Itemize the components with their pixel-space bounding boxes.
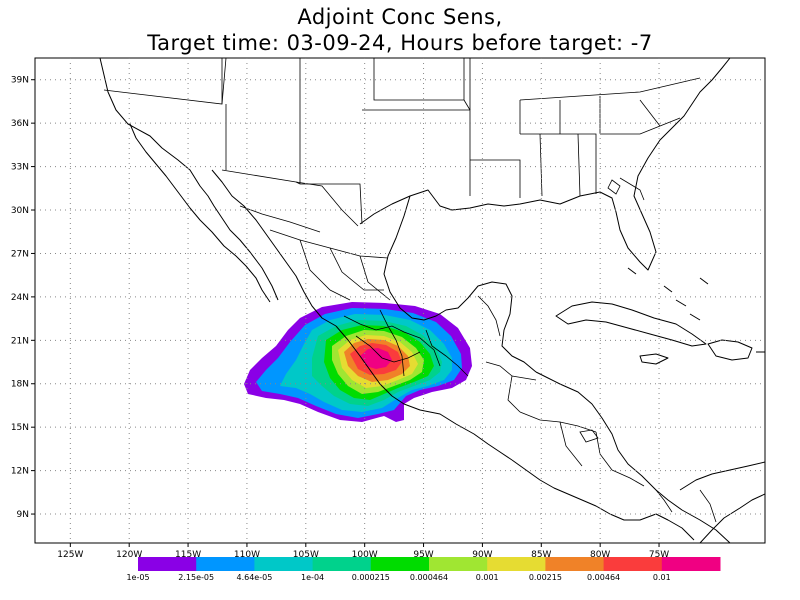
colorbar: 1e-05 2.15e-05 4.64e-05 1e-04 0.000215 0.0004… [126, 557, 721, 582]
lon-tick-label: 105W [293, 550, 319, 560]
lon-tick-label: 120W [116, 550, 142, 560]
lat-tick-label: 18N [11, 380, 29, 390]
title-line-1: Adjoint Conc Sens, [297, 5, 503, 29]
colorbar-label: 0.00215 [529, 573, 562, 582]
graticule [35, 58, 765, 543]
lon-tick-label: 85W [531, 550, 551, 560]
colorbar-label: 0.01 [653, 573, 671, 582]
lat-tick-label: 27N [11, 249, 29, 259]
lat-tick-label: 21N [11, 336, 29, 346]
lon-tick-label: 90W [472, 550, 492, 560]
colorbar-swatch [429, 557, 488, 571]
colorbar-swatch [196, 557, 255, 571]
colorbar-label: 1e-05 [126, 573, 149, 582]
colorbar-label: 0.000215 [352, 573, 390, 582]
title-line-2: Target time: 03-09-24, Hours before targ… [147, 31, 653, 55]
colorbar-swatch [370, 557, 430, 571]
colorbar-label: 4.64e-05 [236, 573, 272, 582]
colorbar-label: 0.00464 [587, 573, 620, 582]
lon-tick-label: 110W [234, 550, 260, 560]
coastlines [99, 58, 765, 543]
sensitivity-plume [244, 302, 472, 422]
lon-tick-label: 80W [590, 550, 610, 560]
longitude-axis: 125W 120W 115W 110W 105W 100W 95W 90W 85W 80W 75W [57, 543, 669, 560]
lon-tick-label: 115W [175, 550, 201, 560]
lon-tick-label: 125W [57, 550, 83, 560]
colorbar-label: 0.001 [476, 573, 499, 582]
lakes [579, 179, 621, 443]
map-frame [34, 57, 766, 544]
lat-tick-label: 36N [11, 119, 29, 129]
political-borders [103, 58, 717, 523]
contour-level-10 [360, 348, 392, 369]
lat-tick-label: 39N [11, 76, 29, 86]
lon-tick-label: 95W [413, 550, 433, 560]
latitude-axis: 39N 36N 33N 30N 27N 24N 21N 18N 15N 12N 9N [11, 76, 35, 520]
colorbar-swatch [138, 557, 197, 571]
lat-tick-label: 12N [11, 467, 29, 477]
colorbar-label: 2.15e-05 [178, 573, 214, 582]
colorbar-swatch [661, 557, 721, 571]
colorbar-swatch [603, 557, 663, 571]
colorbar-swatch [487, 557, 546, 571]
colorbar-swatch [254, 557, 314, 571]
colorbar-label: 0.000464 [410, 573, 448, 582]
lon-tick-label: 75W [649, 550, 669, 560]
colorbar-swatch [545, 557, 605, 571]
lat-tick-label: 9N [17, 510, 29, 520]
lat-tick-label: 30N [11, 206, 29, 216]
lat-tick-label: 15N [11, 423, 29, 433]
lat-tick-label: 24N [11, 293, 29, 303]
colorbar-swatch [312, 557, 372, 571]
lon-tick-label: 100W [352, 550, 378, 560]
map-title: Adjoint Conc Sens, Target time: 03-09-24… [0, 4, 800, 56]
colorbar-label: 1e-04 [301, 573, 324, 582]
lat-tick-label: 33N [11, 163, 29, 173]
